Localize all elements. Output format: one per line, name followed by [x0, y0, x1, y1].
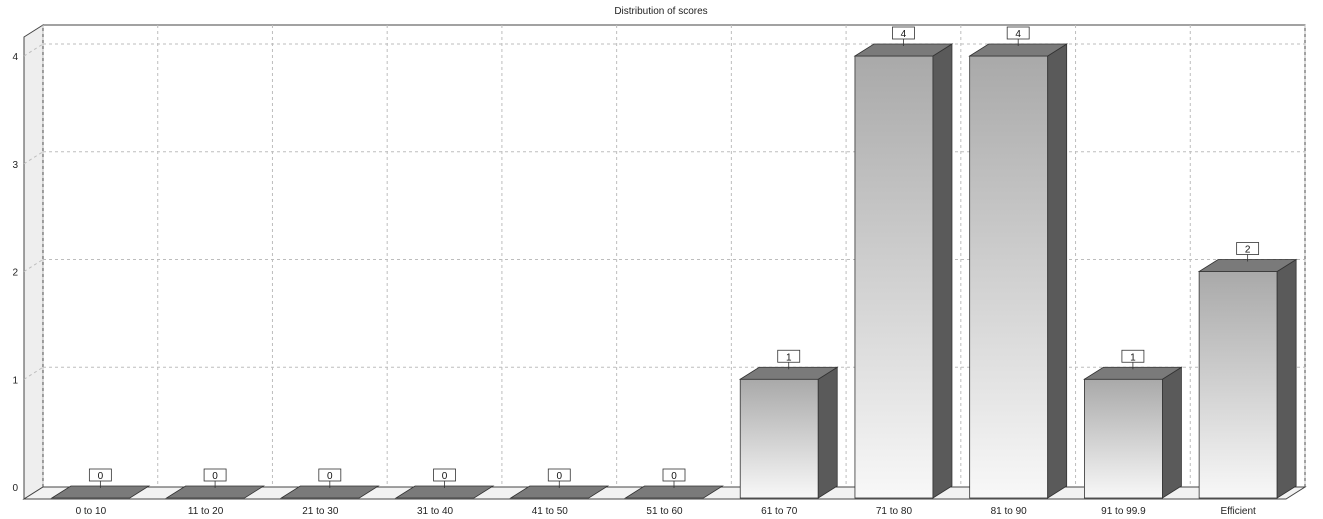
bar: 1: [1083, 349, 1183, 499]
bar-side: [817, 366, 838, 499]
bar-top: [968, 43, 1069, 57]
bar-front: [854, 55, 934, 499]
data-label: 4: [1015, 29, 1021, 40]
data-label-box: [892, 26, 915, 40]
grid-line-side: [23, 259, 44, 272]
data-label: 0: [98, 471, 104, 482]
bar-side: [1276, 258, 1297, 499]
x-tick-label: 31 to 40: [417, 506, 454, 517]
bar: 0: [394, 468, 495, 499]
bar-front: [1198, 271, 1278, 499]
x-axis: 0 to 10 11 to 20 21 to 30 31 to 40 41 to 50 5…: [76, 506, 1256, 517]
bar: 0: [624, 468, 724, 499]
bar-top: [165, 485, 265, 499]
y-tick-label: 0: [12, 483, 18, 494]
bar: 2: [1197, 242, 1298, 499]
bar: 0: [50, 468, 151, 499]
bar-top: [1197, 259, 1298, 272]
data-label: 0: [212, 471, 218, 482]
x-tick-label: 81 to 90: [991, 506, 1028, 517]
data-label: 0: [671, 471, 677, 482]
data-label-box: [1006, 26, 1030, 40]
bar: 0: [165, 468, 265, 499]
data-label: 0: [556, 471, 562, 482]
bar-top: [509, 485, 610, 499]
data-label-box: [1121, 349, 1145, 363]
x-tick-label: 61 to 70: [761, 506, 798, 517]
data-label-box: [547, 468, 571, 482]
x-tick-label: 51 to 60: [646, 506, 683, 517]
x-tick-label: 71 to 80: [876, 506, 913, 517]
data-label: 0: [327, 471, 333, 482]
data-label-box: [1236, 242, 1260, 255]
x-tick-label: 11 to 20: [188, 506, 224, 517]
bar: 0: [279, 468, 380, 499]
bar-top: [1083, 366, 1183, 380]
bar-top: [279, 485, 380, 499]
y-tick-label: 3: [12, 160, 18, 171]
data-label-box: [433, 468, 456, 482]
bars: 0 0 0 0 0 0 1 4 4 1 2: [50, 26, 1298, 499]
grid-line-side: [23, 151, 44, 165]
data-label-box: [662, 468, 686, 482]
data-label-box: [203, 468, 227, 482]
bar-front: [739, 378, 819, 499]
data-label: 1: [1130, 352, 1136, 363]
data-label-box: [777, 349, 801, 363]
grid-line-side: [23, 366, 44, 380]
y-tick-label: 2: [12, 268, 18, 279]
x-tick-label: 0 to 10: [76, 506, 107, 517]
plot-frame: [22, 24, 1307, 500]
bar-front: [1084, 378, 1163, 499]
data-label-box: [318, 468, 342, 482]
y-tick-label: 1: [12, 375, 18, 386]
data-label: 1: [786, 352, 792, 363]
bar-side: [1047, 43, 1068, 499]
data-label: 2: [1245, 245, 1251, 256]
data-label: 0: [442, 471, 448, 482]
data-label: 4: [901, 29, 907, 40]
bar-top: [394, 485, 495, 499]
bar: 4: [853, 26, 954, 499]
x-tick-label: 91 to 99.9: [1101, 506, 1146, 517]
bar-top: [738, 366, 839, 380]
bar-top: [853, 43, 954, 57]
x-tick-label: Efficient: [1220, 506, 1256, 517]
x-tick-label: 21 to 30: [302, 506, 339, 517]
data-label-box: [88, 468, 112, 482]
bar-front: [969, 55, 1049, 499]
bar: 0: [509, 468, 610, 499]
left-wall: [23, 24, 44, 500]
grid-line-side: [23, 43, 44, 57]
bar-side: [932, 43, 953, 499]
x-tick-label: 41 to 50: [532, 506, 569, 517]
y-axis: 0 1 2 3 4: [12, 52, 18, 494]
grid-lines: [23, 25, 1306, 487]
chart-title: Distribution of scores: [614, 6, 707, 17]
bar: 1: [738, 349, 839, 499]
y-tick-label: 4: [12, 52, 18, 63]
bar-top: [624, 485, 724, 499]
bar-side: [1162, 366, 1182, 499]
bar-top: [50, 485, 151, 499]
bar: 4: [968, 26, 1069, 499]
